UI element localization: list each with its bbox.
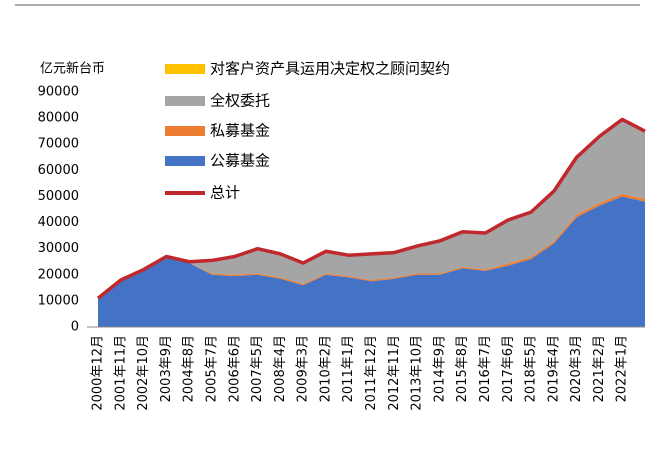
x-tick-label: 2012年11月 — [387, 335, 402, 411]
x-tick-label: 2005年7月 — [204, 335, 219, 402]
legend-label: 私募基金 — [210, 122, 270, 140]
x-tick-label: 2015年8月 — [455, 335, 470, 402]
x-tick-label: 2000年12月 — [91, 335, 106, 411]
x-tick-label: 2014年9月 — [432, 335, 447, 402]
y-tick-label: 80000 — [38, 111, 79, 126]
legend-swatch — [165, 64, 205, 74]
x-tick-label: 2020年3月 — [569, 335, 584, 402]
area — [98, 119, 645, 299]
x-tick-label: 2013年10月 — [410, 335, 425, 411]
x-tick-label: 2019年4月 — [546, 335, 561, 402]
y-tick-label: 50000 — [38, 189, 79, 204]
y-axis-label: 亿元新台币 — [40, 61, 105, 77]
x-tick-label: 2021年2月 — [592, 335, 607, 402]
x-tick-label: 2011年1月 — [341, 335, 356, 402]
total-line — [96, 117, 646, 300]
y-tick-label: 40000 — [38, 215, 79, 230]
legend-label: 对客户资产具运用决定权之顾问契约 — [210, 60, 450, 78]
legend-swatch — [165, 126, 205, 136]
legend-label: 全权委托 — [210, 92, 270, 110]
x-tick-label: 2009年3月 — [296, 335, 311, 402]
y-tick-label: 90000 — [38, 85, 79, 100]
y-tick-label: 0 — [71, 320, 79, 335]
x-tick-label: 2022年1月 — [615, 335, 630, 402]
legend-swatch — [165, 96, 205, 106]
y-tick-label: 10000 — [38, 293, 79, 308]
y-tick-label: 30000 — [38, 241, 79, 256]
legend-label: 总计 — [210, 184, 240, 202]
x-tick-label: 2010年2月 — [318, 335, 333, 402]
x-tick-label: 2003年9月 — [159, 335, 174, 402]
x-tick-label: 2006年6月 — [227, 335, 242, 402]
y-tick-label: 60000 — [38, 163, 79, 178]
area — [98, 196, 645, 327]
x-tick-label: 2008年4月 — [273, 335, 288, 402]
x-tick-label: 2002年10月 — [136, 335, 151, 411]
x-tick-label: 2007年5月 — [250, 335, 265, 402]
legend-label: 公募基金 — [210, 152, 270, 170]
x-tick-label: 2018年5月 — [524, 335, 539, 402]
x-tick-label: 2004年8月 — [182, 335, 197, 402]
y-tick-label: 20000 — [38, 267, 79, 282]
legend-swatch — [165, 156, 205, 166]
x-tick-label: 2001年11月 — [113, 335, 128, 411]
x-tick-label: 2017年6月 — [501, 335, 516, 402]
x-tick-label: 2016年7月 — [478, 335, 493, 402]
x-tick-label: 2011年12月 — [364, 335, 379, 411]
y-tick-label: 70000 — [38, 137, 79, 152]
